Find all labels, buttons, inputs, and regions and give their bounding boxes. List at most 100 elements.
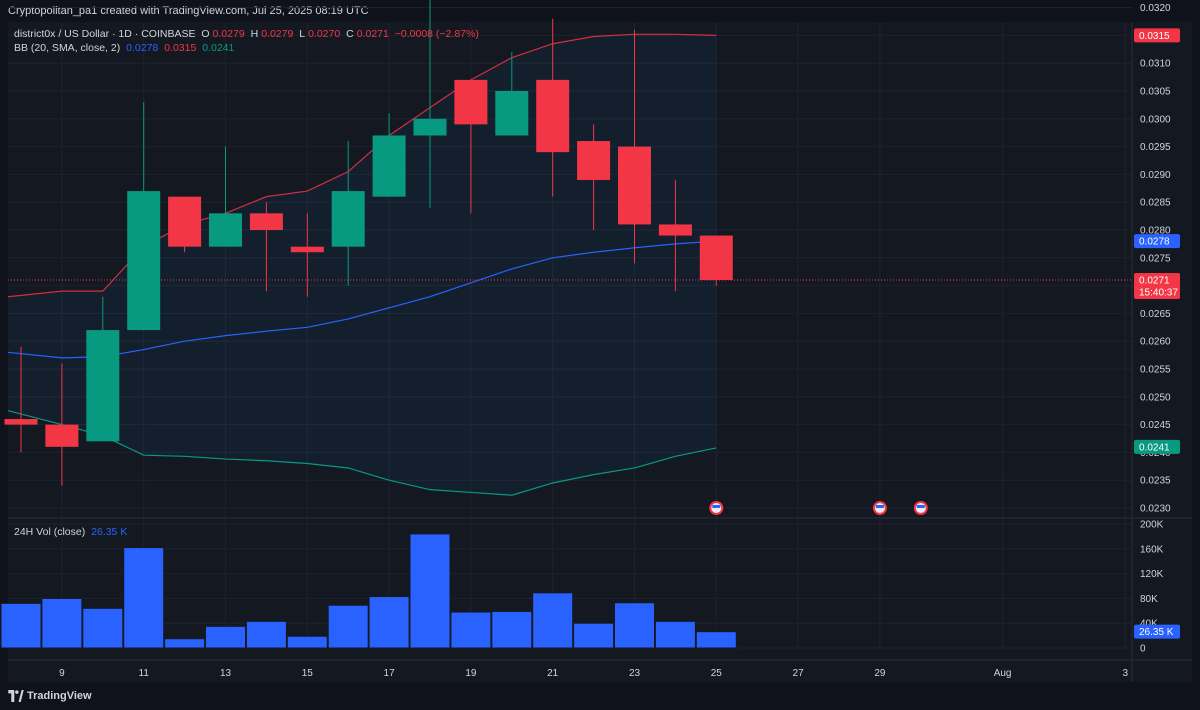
candle-body bbox=[577, 141, 611, 180]
symbol-legend: district0x / US Dollar · 1D · COINBASE O… bbox=[14, 28, 482, 40]
candle-body bbox=[249, 213, 283, 230]
basis-tag: 0.0278 bbox=[1139, 237, 1170, 248]
event-marker-stripe bbox=[875, 505, 884, 508]
candle-body bbox=[699, 235, 733, 281]
volume-bar bbox=[0, 602, 42, 649]
time-tick-label: 15 bbox=[302, 668, 314, 679]
volume-bar bbox=[286, 635, 328, 649]
bb-basis-line bbox=[7, 240, 717, 359]
price-tick-label: 0.0290 bbox=[1140, 170, 1171, 181]
candle-body bbox=[495, 91, 529, 136]
close-label: C bbox=[346, 28, 354, 40]
low-value: 0.0270 bbox=[308, 28, 341, 40]
volume-bar bbox=[327, 604, 369, 649]
price-tick-label: 0.0275 bbox=[1140, 253, 1171, 264]
last-price-tag-countdown: 15:40:37 bbox=[1139, 288, 1178, 299]
candle-body bbox=[45, 424, 79, 447]
time-tick-label: 9 bbox=[59, 668, 65, 679]
volume-tick-label: 160K bbox=[1140, 544, 1164, 555]
volume-label[interactable]: 24H Vol (close) bbox=[14, 526, 86, 538]
time-tick-label: Aug bbox=[994, 668, 1012, 679]
volume-tick-label: 80K bbox=[1140, 594, 1158, 605]
price-tick-label: 0.0300 bbox=[1140, 114, 1171, 125]
volume-bar bbox=[654, 620, 696, 649]
bb-lower-value: 0.0241 bbox=[202, 42, 235, 54]
volume-tick-label: 200K bbox=[1140, 520, 1164, 531]
lower-band-tag: 0.0241 bbox=[1139, 442, 1170, 453]
volume-tick-label: 40K bbox=[1140, 619, 1158, 630]
price-tick-label: 0.0280 bbox=[1140, 226, 1171, 237]
candle-body bbox=[86, 330, 120, 442]
open-value: 0.0279 bbox=[212, 28, 245, 40]
time-tick-label: 23 bbox=[629, 668, 641, 679]
time-tick-label: 11 bbox=[139, 668, 150, 679]
volume-bar bbox=[368, 596, 410, 649]
volume-bar bbox=[450, 611, 492, 649]
price-tick-label: 0.0260 bbox=[1140, 337, 1171, 348]
price-chart[interactable]: 0.02300.02350.02400.02450.02500.02550.02… bbox=[0, 0, 1200, 682]
bb-legend: BB (20, SMA, close, 2) 0.0278 0.0315 0.0… bbox=[14, 42, 237, 54]
tradingview-brand[interactable]: TradingView bbox=[27, 690, 92, 702]
time-tick-label: 21 bbox=[547, 668, 559, 679]
price-tick-label: 0.0255 bbox=[1140, 365, 1171, 376]
price-tick-label: 0.0265 bbox=[1140, 309, 1171, 320]
volume-bar bbox=[614, 602, 655, 649]
candle-body bbox=[209, 213, 242, 247]
volume-bar bbox=[409, 533, 451, 649]
volume-bar bbox=[164, 638, 206, 649]
price-tick-label: 0.0285 bbox=[1140, 198, 1171, 209]
event-marker-stripe bbox=[712, 505, 721, 508]
volume-bar bbox=[573, 622, 615, 649]
time-tick-label: 19 bbox=[465, 668, 477, 679]
tradingview-logo-icon[interactable] bbox=[8, 690, 24, 702]
price-tick-label: 0.0235 bbox=[1140, 476, 1171, 487]
low-label: L bbox=[299, 28, 306, 40]
upper-band-tag-bg bbox=[1134, 28, 1180, 43]
price-tick-label: 0.0295 bbox=[1140, 142, 1171, 153]
volume-bar bbox=[82, 607, 124, 649]
volume-value: 26.35 K bbox=[91, 526, 128, 538]
volume-bar bbox=[41, 597, 83, 649]
basis-tag-bg bbox=[1134, 234, 1180, 249]
volume-tick-label: 120K bbox=[1140, 569, 1164, 580]
candle-body bbox=[454, 79, 488, 125]
volume-bar bbox=[245, 620, 287, 649]
time-tick-label: 3 bbox=[1123, 668, 1129, 679]
open-label: O bbox=[201, 28, 210, 40]
candle-body bbox=[372, 135, 406, 197]
candle-body bbox=[127, 191, 161, 331]
footer: TradingView bbox=[0, 682, 1200, 710]
last-price-tag-bg bbox=[1134, 273, 1180, 300]
volume-bar bbox=[532, 592, 574, 649]
price-tick-label: 0.0230 bbox=[1140, 504, 1171, 515]
bb-upper-value: 0.0315 bbox=[164, 42, 197, 54]
volume-tag: 26.35 K bbox=[1139, 627, 1174, 638]
high-label: H bbox=[250, 28, 259, 40]
chart-frame[interactable] bbox=[8, 22, 1192, 682]
volume-bar bbox=[491, 610, 533, 649]
time-tick-label: 17 bbox=[384, 668, 396, 679]
candle-body bbox=[331, 191, 365, 247]
symbol-name[interactable]: district0x / US Dollar · 1D · COINBASE bbox=[14, 28, 196, 40]
candle-body bbox=[168, 196, 202, 247]
volume-legend: 24H Vol (close) 26.35 K bbox=[14, 526, 130, 538]
candle-body bbox=[290, 246, 324, 253]
volume-bar bbox=[123, 547, 165, 649]
price-tick-label: 0.0305 bbox=[1140, 87, 1171, 98]
candle-body bbox=[413, 118, 447, 136]
volume-bar bbox=[695, 631, 737, 649]
candle-body bbox=[4, 419, 38, 425]
volume-bar bbox=[205, 625, 246, 649]
volume-tick-label: 0 bbox=[1140, 644, 1146, 655]
candle-body bbox=[618, 146, 651, 225]
price-tick-label: 0.0310 bbox=[1140, 59, 1171, 70]
change-value: −0.0008 (−2.87%) bbox=[394, 28, 479, 40]
time-tick-label: 27 bbox=[793, 668, 805, 679]
event-marker-stripe bbox=[916, 505, 925, 508]
time-tick-label: 29 bbox=[874, 668, 886, 679]
bb-label[interactable]: BB (20, SMA, close, 2) bbox=[14, 42, 121, 54]
upper-band-tag: 0.0315 bbox=[1139, 31, 1170, 42]
last-price-tag: 0.0271 bbox=[1139, 276, 1170, 287]
time-tick-label: 25 bbox=[711, 668, 723, 679]
price-tick-label: 0.0320 bbox=[1140, 3, 1171, 14]
